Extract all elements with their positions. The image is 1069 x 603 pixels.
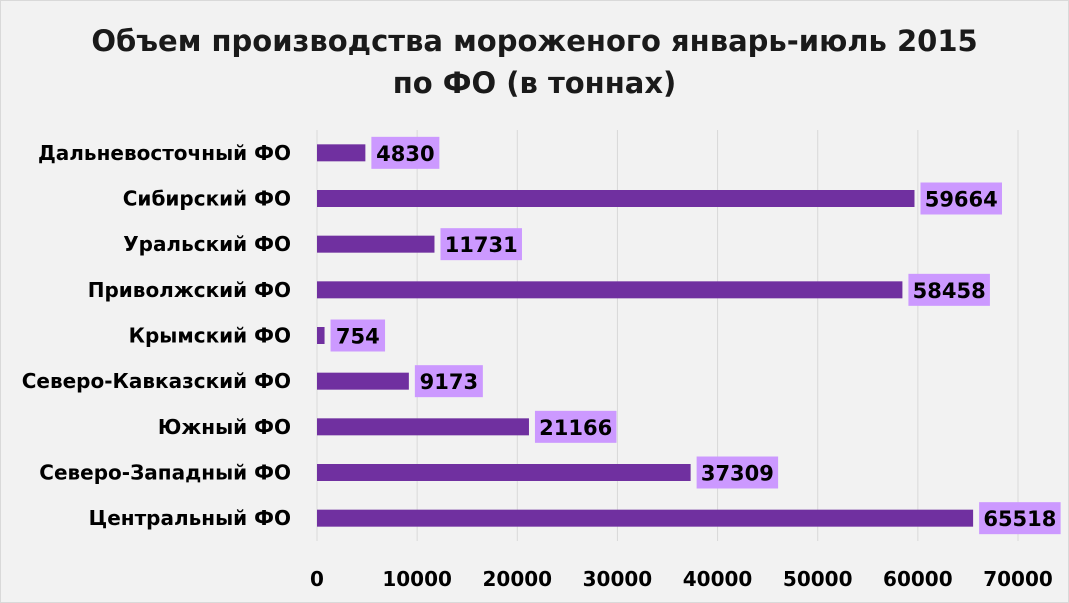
x-tick-label: 30000 bbox=[583, 567, 653, 591]
data-label-box bbox=[414, 365, 483, 398]
data-label-box bbox=[696, 456, 779, 489]
category-label: Приволжский ФО bbox=[88, 278, 291, 302]
x-tick-label: 50000 bbox=[783, 567, 853, 591]
data-label-box bbox=[440, 228, 522, 261]
x-tick-label: 20000 bbox=[482, 567, 552, 591]
bar bbox=[317, 190, 915, 207]
data-label: 9173 bbox=[420, 370, 478, 394]
data-label-box bbox=[371, 136, 440, 169]
bar bbox=[317, 372, 409, 390]
data-label-box bbox=[534, 410, 617, 443]
bar bbox=[317, 418, 529, 436]
category-label: Сибирский ФО bbox=[123, 187, 291, 211]
category-label: Уральский ФО bbox=[123, 232, 291, 256]
data-label: 37309 bbox=[701, 462, 774, 486]
category-label: Центральный ФО bbox=[89, 506, 291, 530]
data-label-box bbox=[979, 502, 1061, 535]
chart-title-line1: Объем производства мороженого январь-июл… bbox=[91, 24, 978, 58]
bar bbox=[317, 464, 691, 481]
category-label: Южный ФО bbox=[158, 415, 291, 439]
bar bbox=[317, 281, 903, 299]
x-tick-label: 40000 bbox=[683, 567, 753, 591]
bar bbox=[317, 509, 974, 527]
data-label: 21166 bbox=[539, 416, 612, 440]
x-tick-label: 10000 bbox=[382, 567, 452, 591]
bar bbox=[317, 327, 325, 344]
x-tick-label: 70000 bbox=[983, 567, 1053, 591]
category-label: Северо-Западный ФО bbox=[39, 461, 291, 485]
data-label-box bbox=[920, 182, 1002, 215]
data-label: 59664 bbox=[925, 188, 998, 212]
data-label: 4830 bbox=[376, 142, 434, 166]
chart-title-line2: по ФО (в тоннах) bbox=[392, 66, 677, 100]
bar bbox=[317, 144, 366, 162]
data-label: 58458 bbox=[913, 279, 986, 303]
chart-title: Объем производства мороженого январь-июл… bbox=[0, 20, 1069, 104]
category-label: Крымский ФО bbox=[129, 324, 291, 348]
data-label: 11731 bbox=[445, 233, 518, 257]
data-label: 754 bbox=[336, 325, 380, 349]
data-label: 65518 bbox=[983, 507, 1056, 531]
category-label: Дальневосточный ФО bbox=[38, 141, 291, 165]
category-label: Северо-Кавказский ФО bbox=[22, 369, 291, 393]
data-label-box bbox=[330, 319, 386, 352]
x-tick-label: 0 bbox=[310, 567, 324, 591]
x-tick-label: 60000 bbox=[883, 567, 953, 591]
data-label-box bbox=[908, 273, 990, 306]
bar bbox=[317, 235, 435, 253]
